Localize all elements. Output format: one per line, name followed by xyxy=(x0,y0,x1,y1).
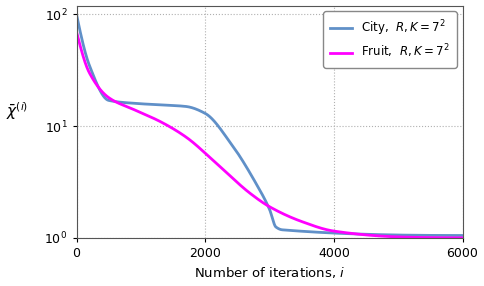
Line: City,  $R,K=7^2$: City, $R,K=7^2$ xyxy=(76,14,463,235)
City,  $R,K=7^2$ xyxy=(222,133,227,136)
Fruit,  $R,K=7^2$ xyxy=(222,169,227,172)
Fruit,  $R,K=7^2$ xyxy=(238,184,244,188)
City,  $R,K=7^2$ xyxy=(74,13,79,16)
City,  $R,K=7^2$ xyxy=(460,234,466,237)
Fruit,  $R,K=7^2$ xyxy=(140,112,146,116)
Legend: City,  $R,K=7^2$, Fruit,  $R,K=7^2$: City, $R,K=7^2$, Fruit, $R,K=7^2$ xyxy=(323,11,456,67)
Fruit,  $R,K=7^2$ xyxy=(460,236,466,240)
X-axis label: Number of iterations, $i$: Number of iterations, $i$ xyxy=(194,265,345,281)
City,  $R,K=7^2$ xyxy=(238,157,244,160)
Fruit,  $R,K=7^2$ xyxy=(74,30,79,33)
Line: Fruit,  $R,K=7^2$: Fruit, $R,K=7^2$ xyxy=(76,32,463,238)
City,  $R,K=7^2$ xyxy=(410,234,416,237)
Y-axis label: $\bar{\chi}^{(i)}$: $\bar{\chi}^{(i)}$ xyxy=(5,100,28,122)
City,  $R,K=7^2$ xyxy=(140,102,146,106)
Fruit,  $R,K=7^2$ xyxy=(452,236,458,240)
Fruit,  $R,K=7^2$ xyxy=(410,236,416,239)
City,  $R,K=7^2$ xyxy=(452,234,458,237)
City,  $R,K=7^2$ xyxy=(118,100,123,104)
Fruit,  $R,K=7^2$ xyxy=(118,102,123,106)
